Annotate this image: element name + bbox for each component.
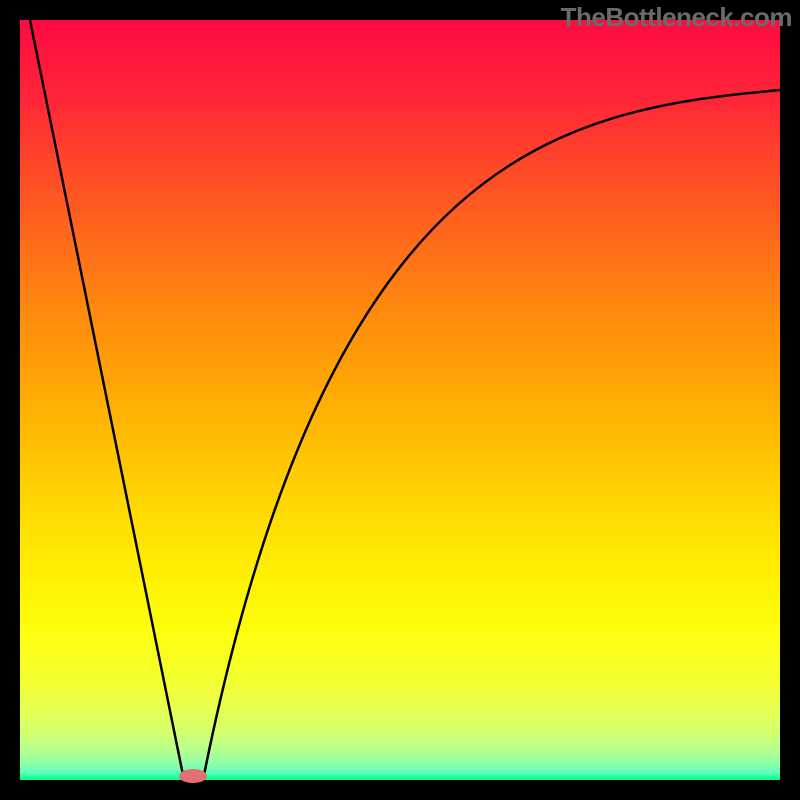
chart-container: TheBottleneck.com xyxy=(0,0,800,800)
optimal-marker xyxy=(179,769,207,783)
plot-area xyxy=(20,20,780,780)
chart-svg xyxy=(0,0,800,800)
